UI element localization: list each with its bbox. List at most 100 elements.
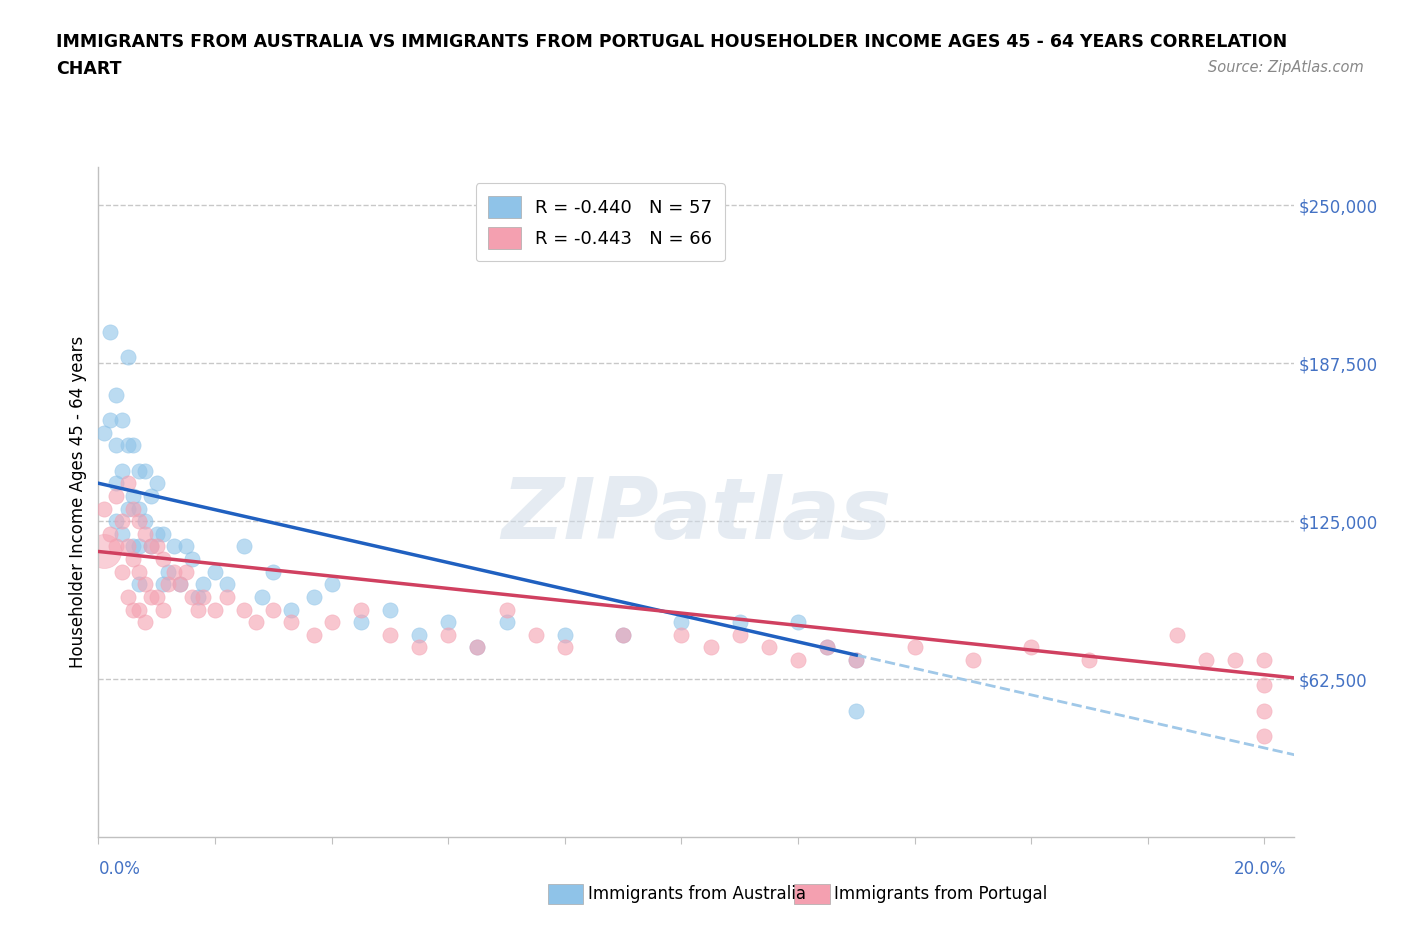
Point (134, 463, 156, 478)
Text: Source: ZipAtlas.com: Source: ZipAtlas.com (1208, 60, 1364, 75)
Point (98, 325, 121, 339)
Point (787, 653, 810, 668)
Point (134, 513, 156, 528)
Point (233, 539, 256, 554)
Point (174, 565, 197, 579)
Point (117, 501, 139, 516)
Point (98, 526, 121, 541)
Point (128, 565, 150, 579)
Point (280, 602, 302, 617)
Point (163, 539, 186, 554)
Point (1078, 653, 1101, 668)
Point (134, 526, 156, 541)
Point (134, 577, 156, 591)
Text: CHART: CHART (56, 60, 122, 78)
Point (104, 513, 127, 528)
Point (157, 577, 180, 591)
Point (186, 602, 208, 617)
Point (111, 463, 134, 478)
Point (845, 653, 868, 668)
Point (117, 438, 139, 453)
Point (117, 590, 139, 604)
Point (117, 476, 139, 491)
Point (169, 577, 191, 591)
Point (1253, 653, 1275, 668)
Point (122, 438, 145, 453)
Point (122, 501, 145, 516)
Point (612, 628, 634, 643)
Point (321, 615, 343, 630)
Point (152, 551, 174, 566)
Point (204, 602, 226, 617)
Point (280, 615, 302, 630)
Point (98, 413, 121, 428)
Text: Immigrants from Portugal: Immigrants from Portugal (834, 884, 1047, 903)
Point (104, 388, 127, 403)
Point (117, 350, 139, 365)
Point (437, 628, 460, 643)
Point (152, 577, 174, 591)
Point (93, 501, 115, 516)
Point (262, 565, 284, 579)
Point (815, 640, 838, 655)
Point (495, 615, 517, 630)
Point (1225, 653, 1247, 668)
Point (204, 565, 226, 579)
Point (671, 615, 693, 630)
Point (186, 590, 208, 604)
Point (1253, 728, 1275, 743)
Point (467, 640, 489, 655)
Text: IMMIGRANTS FROM AUSTRALIA VS IMMIGRANTS FROM PORTUGAL HOUSEHOLDER INCOME AGES 45: IMMIGRANTS FROM AUSTRALIA VS IMMIGRANTS … (56, 33, 1288, 50)
Point (104, 488, 127, 503)
Point (408, 640, 430, 655)
Point (128, 463, 150, 478)
Text: ZIPatlas: ZIPatlas (501, 474, 891, 557)
Point (111, 565, 134, 579)
Point (174, 539, 197, 554)
Point (250, 590, 273, 604)
Point (152, 526, 174, 541)
Point (139, 590, 162, 604)
Point (787, 615, 810, 630)
Point (163, 565, 186, 579)
Point (302, 628, 325, 643)
Point (104, 438, 127, 453)
Point (524, 628, 547, 643)
Point (350, 602, 373, 617)
Point (157, 565, 180, 579)
Point (111, 413, 134, 428)
Point (145, 539, 167, 554)
Point (233, 602, 256, 617)
Point (122, 488, 145, 503)
Point (139, 539, 162, 554)
Legend: R = -0.440   N = 57, R = -0.443   N = 66: R = -0.440 N = 57, R = -0.443 N = 66 (475, 183, 725, 261)
Point (128, 513, 150, 528)
Point (169, 577, 191, 591)
Y-axis label: Householder Income Ages 45 - 64 years: Householder Income Ages 45 - 64 years (69, 336, 87, 669)
Point (128, 577, 150, 591)
Point (152, 602, 174, 617)
Point (903, 640, 925, 655)
Point (104, 539, 127, 554)
Point (215, 577, 238, 591)
Point (104, 476, 127, 491)
Text: 0.0%: 0.0% (98, 860, 141, 878)
Point (117, 539, 139, 554)
Point (962, 653, 984, 668)
Point (408, 628, 430, 643)
Point (815, 640, 838, 655)
Point (262, 602, 284, 617)
Point (350, 615, 373, 630)
Point (134, 615, 156, 630)
Point (1019, 640, 1042, 655)
Point (215, 590, 238, 604)
Point (122, 551, 145, 566)
Point (193, 577, 215, 591)
Point (180, 551, 202, 566)
Point (139, 539, 162, 554)
Point (321, 577, 343, 591)
Point (302, 590, 325, 604)
Point (93, 425, 115, 440)
Point (1253, 678, 1275, 693)
Point (467, 640, 489, 655)
